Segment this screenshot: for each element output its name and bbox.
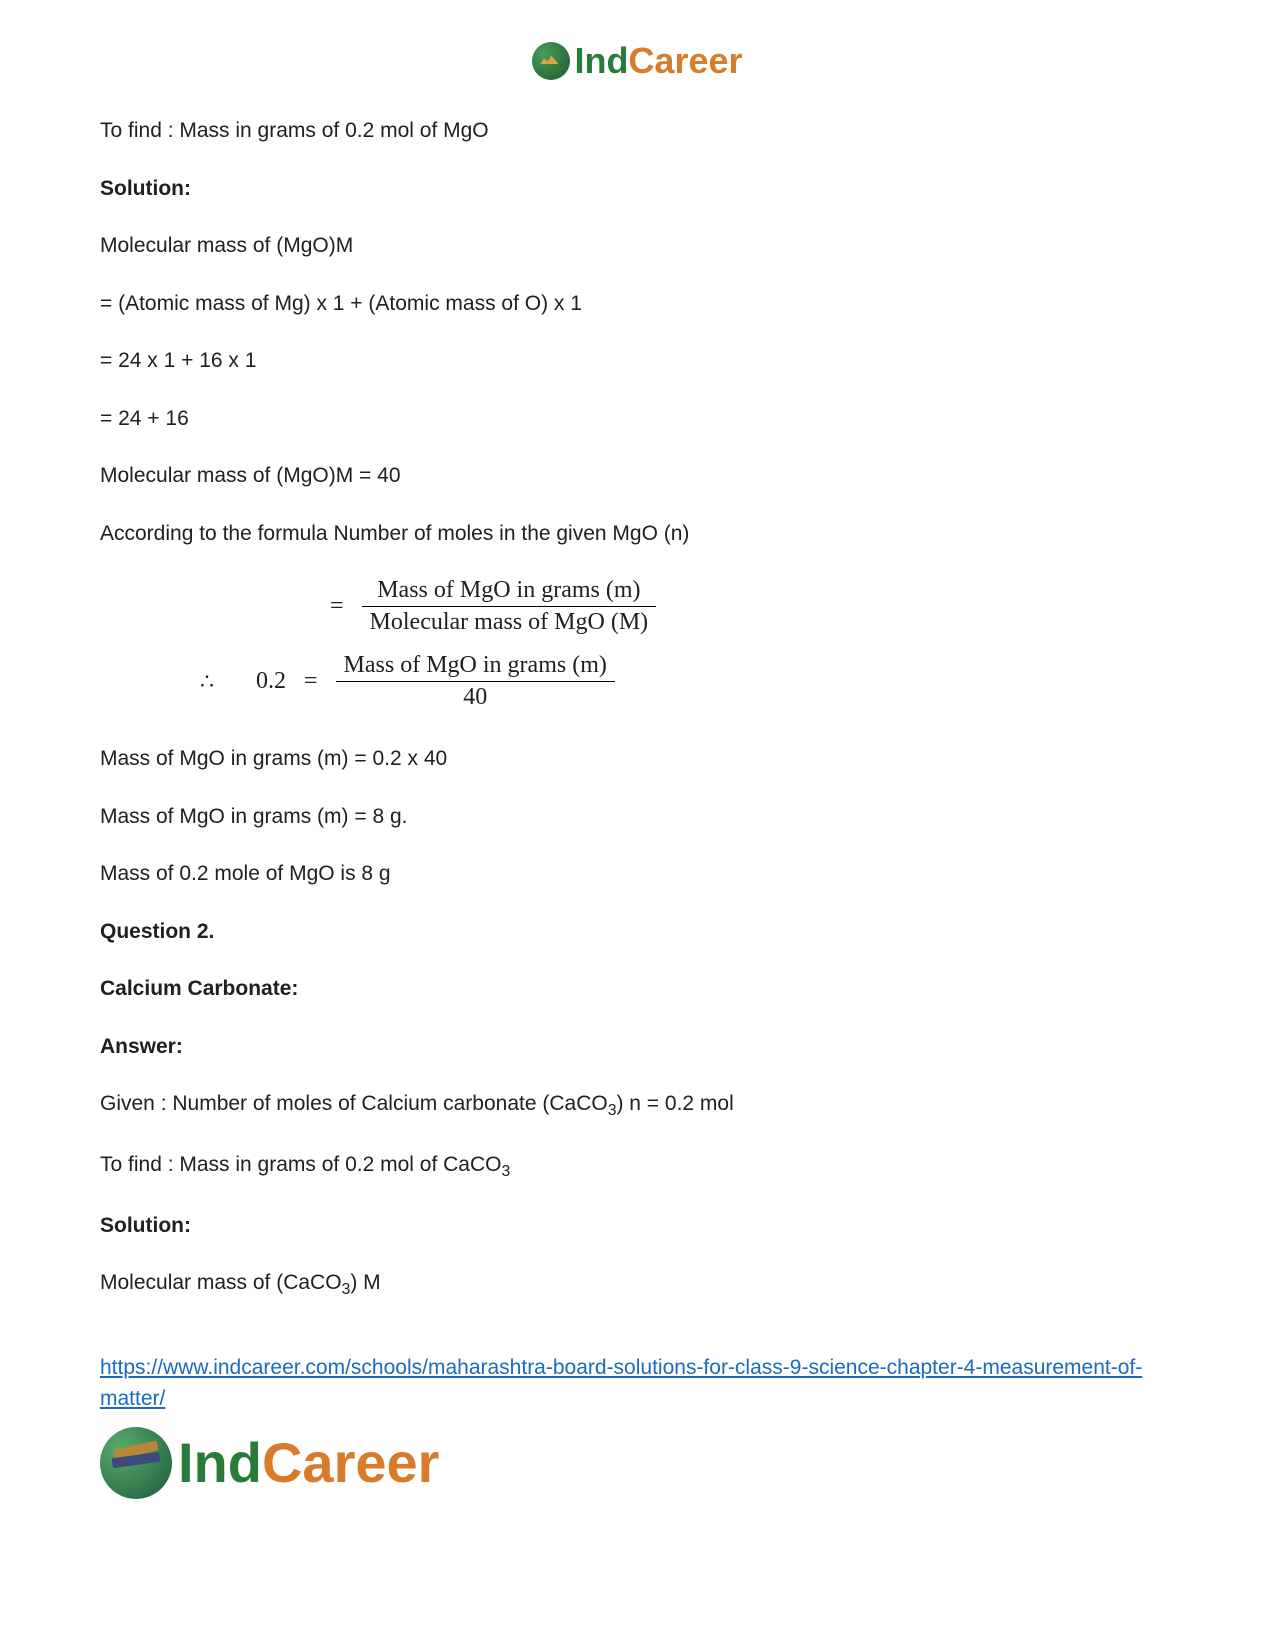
equals-sign: =	[304, 668, 336, 695]
source-url-link[interactable]: https://www.indcareer.com/schools/mahara…	[100, 1352, 1175, 1415]
solution-heading: Solution:	[100, 173, 1175, 205]
text-fragment: To find : Mass in grams of 0.2 mol of Ca…	[100, 1153, 501, 1176]
calc-line: Molecular mass of (MgO)M = 40	[100, 460, 1175, 492]
calc-line: = 24 + 16	[100, 403, 1175, 435]
calc-line: Mass of MgO in grams (m) = 8 g.	[100, 801, 1175, 833]
result-line: Mass of 0.2 mole of MgO is 8 g	[100, 858, 1175, 890]
text-fragment: ) M	[350, 1271, 380, 1294]
therefore-symbol: ∴	[200, 669, 244, 695]
logo-second-word: Career	[262, 1430, 439, 1495]
formula-lhs-value: 0.2	[244, 668, 304, 695]
page-container: IndCareer To find : Mass in grams of 0.2…	[0, 0, 1275, 1524]
fraction-denominator: Molecular mass of MgO (M)	[362, 607, 657, 638]
logo-text: IndCareer	[532, 40, 742, 82]
calc-line: According to the formula Number of moles…	[100, 518, 1175, 550]
footer-logo: IndCareer	[100, 1427, 439, 1499]
calc-line: Mass of MgO in grams (m) = 0.2 x 40	[100, 743, 1175, 775]
fraction-denominator: 40	[336, 682, 615, 713]
fraction-numerator: Mass of MgO in grams (m)	[336, 650, 615, 682]
text-fragment: Molecular mass of (CaCO	[100, 1271, 342, 1294]
document-content: To find : Mass in grams of 0.2 mol of Mg…	[100, 115, 1175, 1504]
answer-heading: Answer:	[100, 1031, 1175, 1063]
text-fragment: ) n = 0.2 mol	[616, 1092, 733, 1115]
equals-sign: =	[330, 593, 362, 620]
logo-first-word: Ind	[574, 40, 628, 82]
text-fragment: Given : Number of moles of Calcium carbo…	[100, 1092, 608, 1115]
formula-block: = Mass of MgO in grams (m) Molecular mas…	[200, 575, 1175, 713]
formula-row-2: ∴ 0.2 = Mass of MgO in grams (m) 40	[200, 650, 1175, 713]
formula-row-1: = Mass of MgO in grams (m) Molecular mas…	[200, 575, 1175, 638]
calc-line: = (Atomic mass of Mg) x 1 + (Atomic mass…	[100, 288, 1175, 320]
globe-books-icon	[100, 1427, 172, 1499]
to-find-line: To find : Mass in grams of 0.2 mol of Mg…	[100, 115, 1175, 147]
calc-line: Molecular mass of (CaCO3) M	[100, 1267, 1175, 1302]
header-logo: IndCareer	[100, 40, 1175, 85]
formula-fraction: Mass of MgO in grams (m) 40	[336, 650, 615, 713]
formula-fraction: Mass of MgO in grams (m) Molecular mass …	[362, 575, 657, 638]
to-find-line: To find : Mass in grams of 0.2 mol of Ca…	[100, 1149, 1175, 1184]
topic-heading: Calcium Carbonate:	[100, 973, 1175, 1005]
calc-line: Molecular mass of (MgO)M	[100, 230, 1175, 262]
given-line: Given : Number of moles of Calcium carbo…	[100, 1088, 1175, 1123]
fraction-numerator: Mass of MgO in grams (m)	[362, 575, 657, 607]
calc-line: = 24 x 1 + 16 x 1	[100, 345, 1175, 377]
subscript: 3	[501, 1163, 510, 1180]
solution-heading: Solution:	[100, 1210, 1175, 1242]
question-heading: Question 2.	[100, 916, 1175, 948]
subscript: 3	[342, 1281, 351, 1298]
logo-first-word: Ind	[178, 1430, 262, 1495]
logo-second-word: Career	[628, 40, 742, 82]
globe-books-icon	[532, 42, 570, 80]
